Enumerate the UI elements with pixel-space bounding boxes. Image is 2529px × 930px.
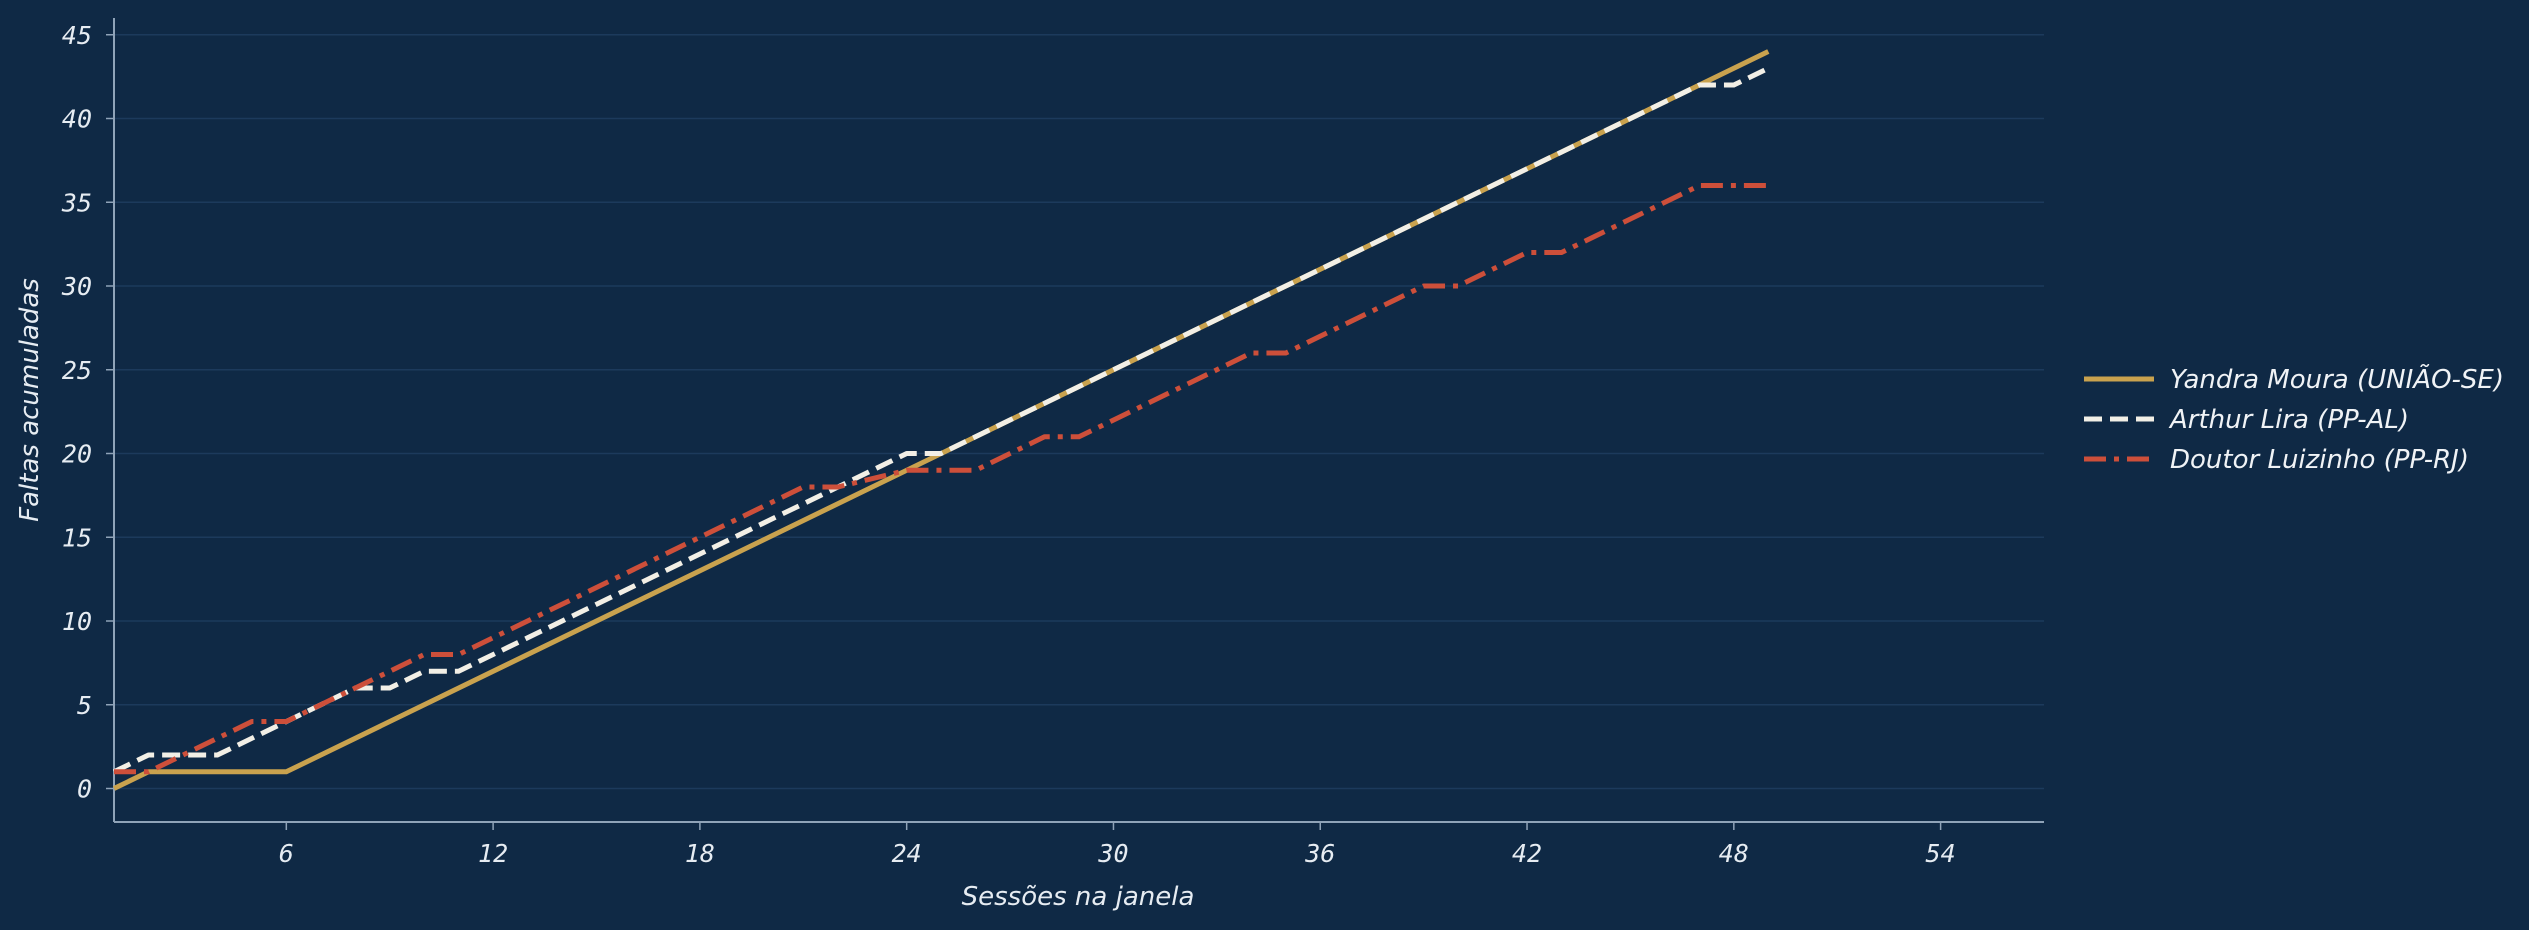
x-tick-label: 24: [892, 839, 922, 868]
legend-label-3: Doutor Luizinho (PP-RJ): [2170, 445, 2469, 475]
y-tick-label: 45: [62, 21, 92, 50]
legend: Yandra Moura (UNIÃO-SE) Arthur Lira (PP-A…: [2084, 363, 2504, 475]
series-line-3: [114, 183, 1769, 775]
series-line-2: [112, 66, 1770, 775]
gridlines: [114, 34, 2044, 790]
y-tick-label: 5: [77, 691, 92, 720]
x-tick-label: 42: [1512, 839, 1542, 868]
x-tick-label: 12: [478, 839, 508, 868]
tick-labels: 0 5 10 15 20 25 30 35 40 45 6 12 18 24 30 36 42 48 54: [61, 21, 1956, 868]
x-tick-label: 54: [1926, 839, 1956, 868]
series-lines: [112, 49, 1770, 791]
y-tick-label: 40: [62, 105, 92, 134]
x-axis-label: Sessões na janela: [962, 882, 1195, 912]
x-tick-label: 30: [1097, 839, 1128, 868]
x-tick-label: 48: [1719, 839, 1749, 868]
legend-label-2: Arthur Lira (PP-AL): [2168, 405, 2409, 435]
x-tick-label: 36: [1304, 839, 1335, 868]
y-tick-label: 10: [62, 607, 92, 636]
y-tick-label: 20: [62, 440, 92, 469]
y-tick-label: 35: [61, 188, 92, 217]
y-tick-label: 25: [62, 356, 92, 385]
y-axis-label: Faltas acumuladas: [15, 278, 45, 522]
x-tick-label: 6: [279, 839, 294, 868]
y-tick-label: 0: [77, 775, 92, 804]
axes: [106, 18, 2044, 830]
y-tick-label: 15: [62, 523, 92, 552]
y-tick-label: 30: [61, 272, 92, 301]
legend-label-1: Yandra Moura (UNIÃO-SE): [2170, 363, 2504, 395]
x-tick-label: 18: [685, 839, 715, 868]
